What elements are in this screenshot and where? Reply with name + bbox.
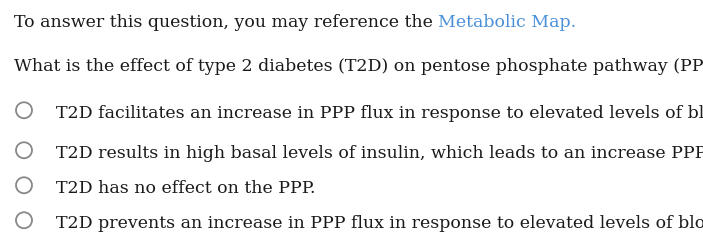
Text: To answer this question, you may reference the: To answer this question, you may referen… bbox=[14, 14, 439, 31]
Text: What is the effect of type 2 diabetes (T2D) on pentose phosphate pathway (PPP) f: What is the effect of type 2 diabetes (T… bbox=[14, 58, 703, 75]
Text: T2D has no effect on the PPP.: T2D has no effect on the PPP. bbox=[56, 180, 316, 197]
Text: T2D results in high basal levels of insulin, which leads to an increase PPP flux: T2D results in high basal levels of insu… bbox=[56, 145, 703, 162]
Text: T2D prevents an increase in PPP flux in response to elevated levels of blood glu: T2D prevents an increase in PPP flux in … bbox=[56, 215, 703, 232]
Text: Metabolic Map.: Metabolic Map. bbox=[439, 14, 576, 31]
Text: T2D facilitates an increase in PPP flux in response to elevated levels of blood : T2D facilitates an increase in PPP flux … bbox=[56, 105, 703, 122]
